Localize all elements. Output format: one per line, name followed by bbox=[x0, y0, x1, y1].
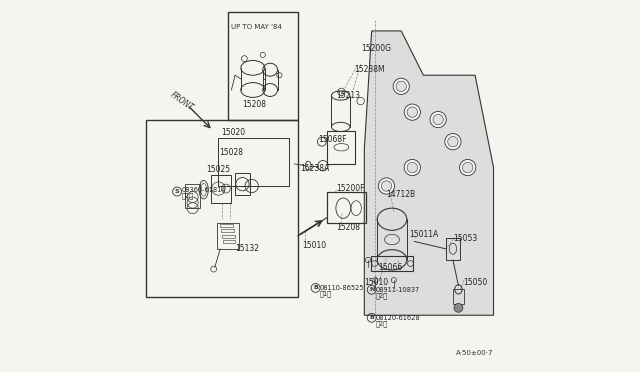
Text: 15025: 15025 bbox=[206, 165, 230, 174]
Text: 15200G: 15200G bbox=[362, 44, 391, 53]
Bar bbox=[445, 238, 460, 260]
Text: 15028: 15028 bbox=[220, 148, 243, 157]
Text: 15208: 15208 bbox=[243, 100, 266, 109]
Text: B: B bbox=[369, 315, 374, 320]
Circle shape bbox=[381, 181, 392, 191]
Bar bbox=[328, 131, 355, 164]
Circle shape bbox=[463, 162, 473, 173]
Bar bbox=[216, 223, 239, 249]
Circle shape bbox=[404, 160, 420, 176]
Text: 15066: 15066 bbox=[378, 263, 403, 272]
Circle shape bbox=[460, 160, 476, 176]
Bar bbox=[235, 173, 250, 195]
Text: （2）: （2） bbox=[376, 293, 388, 299]
Text: （2）: （2） bbox=[376, 321, 388, 327]
Text: 15053: 15053 bbox=[453, 234, 477, 243]
Text: （2）: （2） bbox=[182, 192, 194, 199]
Text: FRONT: FRONT bbox=[168, 90, 195, 112]
Bar bbox=[185, 184, 200, 208]
Circle shape bbox=[404, 104, 420, 120]
Circle shape bbox=[393, 78, 410, 94]
Text: 15020: 15020 bbox=[221, 128, 245, 137]
Circle shape bbox=[430, 112, 446, 128]
Circle shape bbox=[396, 81, 406, 92]
Text: 14712B: 14712B bbox=[386, 190, 415, 199]
Text: 15010: 15010 bbox=[302, 241, 326, 250]
Text: 15050: 15050 bbox=[463, 278, 488, 287]
Circle shape bbox=[407, 162, 417, 173]
Text: UP TO MAY '84: UP TO MAY '84 bbox=[232, 23, 282, 29]
Text: 15010: 15010 bbox=[364, 278, 388, 287]
Text: 15068F: 15068F bbox=[318, 135, 347, 144]
Circle shape bbox=[378, 178, 395, 194]
Text: 15208: 15208 bbox=[337, 223, 360, 232]
Bar bbox=[223, 240, 236, 243]
Text: S: S bbox=[175, 189, 179, 194]
Text: 15238M: 15238M bbox=[354, 65, 385, 74]
Circle shape bbox=[448, 137, 458, 147]
Bar bbox=[222, 235, 235, 238]
Text: 15011A: 15011A bbox=[410, 230, 438, 239]
Text: 08360-61814: 08360-61814 bbox=[182, 187, 226, 193]
Text: 15213: 15213 bbox=[337, 91, 360, 100]
Text: 08911-10837: 08911-10837 bbox=[376, 287, 420, 293]
Bar bbox=[211, 175, 232, 203]
Bar bbox=[220, 224, 233, 227]
Text: B: B bbox=[313, 285, 318, 291]
Bar bbox=[228, 13, 298, 119]
Circle shape bbox=[407, 107, 417, 117]
Text: （1）: （1） bbox=[320, 291, 332, 298]
Circle shape bbox=[433, 114, 444, 125]
Bar bbox=[453, 289, 464, 304]
Bar bbox=[221, 229, 234, 232]
Text: 15132: 15132 bbox=[235, 244, 259, 253]
Text: 08120-61628: 08120-61628 bbox=[376, 315, 420, 321]
Circle shape bbox=[454, 304, 463, 312]
Polygon shape bbox=[364, 31, 493, 315]
Bar bbox=[328, 192, 366, 223]
Bar bbox=[371, 256, 413, 271]
Text: N: N bbox=[369, 287, 374, 292]
Text: 15238A: 15238A bbox=[300, 164, 330, 173]
Text: 15200F: 15200F bbox=[337, 185, 365, 193]
Circle shape bbox=[445, 134, 461, 150]
Bar bbox=[147, 119, 298, 297]
Bar bbox=[218, 138, 289, 186]
Text: 08110-86525: 08110-86525 bbox=[320, 285, 365, 291]
Text: A·50±00·7: A·50±00·7 bbox=[456, 350, 493, 356]
